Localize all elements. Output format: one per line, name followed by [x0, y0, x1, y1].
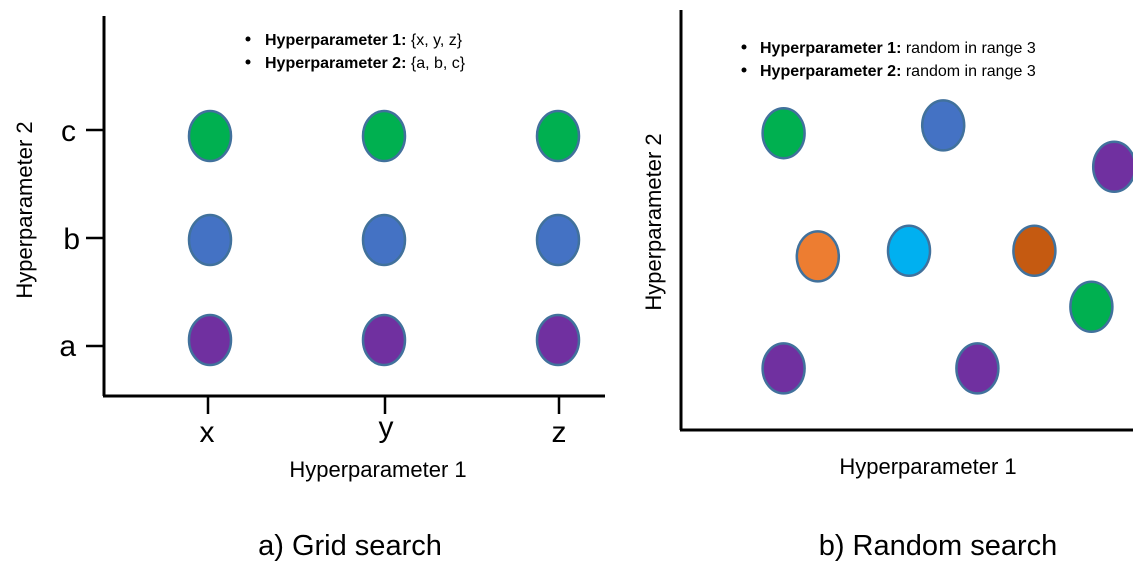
grid-y-tick-label-c: c — [61, 115, 76, 148]
grid-legend-item-2: Hyperparameter 2: {a, b, c} — [265, 55, 466, 72]
random-legend-item-1-value: random in range 3 — [901, 40, 1035, 57]
grid-search-caption: a) Grid search — [258, 530, 442, 562]
grid-x-tick-label-z: z — [552, 416, 567, 449]
grid-point-z-a — [535, 313, 581, 367]
grid-legend: Hyperparameter 1: {x, y, z} Hyperparamet… — [245, 32, 466, 72]
grid-y-axis-label: Hyperparameter 2 — [12, 121, 37, 298]
grid-point-z-b — [535, 213, 581, 267]
random-points — [761, 99, 1133, 395]
grid-point-x-c — [187, 109, 233, 163]
grid-legend-bullet-2 — [245, 59, 251, 65]
grid-x-tick-label-y: y — [379, 411, 394, 444]
random-search-caption: b) Random search — [819, 530, 1058, 562]
random-point-4 — [795, 230, 841, 283]
grid-legend-item-2-value: {a, b, c} — [406, 55, 465, 72]
random-legend-bullet-2 — [741, 67, 747, 73]
random-point-5 — [886, 224, 932, 278]
random-legend-item-1-key: Hyperparameter 1: — [760, 40, 901, 57]
grid-point-y-b — [361, 213, 407, 267]
grid-legend-item-1-value: {x, y, z} — [406, 32, 462, 49]
random-point-3 — [1091, 140, 1133, 194]
random-point-1 — [761, 106, 806, 160]
grid-search-panel: c b a x y z Hyperparameter 1 Hyperparame… — [12, 16, 605, 562]
grid-point-z-c — [535, 109, 581, 163]
grid-point-y-a — [361, 313, 407, 367]
grid-legend-item-1: Hyperparameter 1: {x, y, z} — [265, 32, 463, 49]
grid-legend-item-2-key: Hyperparameter 2: — [265, 55, 406, 72]
random-legend: Hyperparameter 1: random in range 3 Hype… — [741, 40, 1036, 80]
grid-point-y-c — [361, 109, 407, 163]
grid-x-tick-label-x: x — [200, 416, 215, 449]
random-y-axis-label: Hyperparameter 2 — [641, 133, 666, 310]
random-point-2 — [920, 99, 966, 152]
random-point-8 — [761, 342, 806, 395]
grid-points — [187, 109, 581, 367]
random-legend-item-2: Hyperparameter 2: random in range 3 — [760, 63, 1036, 80]
random-search-panel: Hyperparameter 1 Hyperparameter 2 Hyperp… — [641, 10, 1133, 562]
random-point-9 — [955, 342, 1000, 395]
grid-point-x-b — [187, 213, 233, 267]
random-x-axis-label: Hyperparameter 1 — [839, 454, 1016, 479]
grid-y-tick-label-a: a — [59, 330, 76, 363]
grid-y-tick-label-b: b — [63, 223, 80, 256]
random-point-6 — [1012, 224, 1057, 278]
grid-legend-item-1-key: Hyperparameter 1: — [265, 32, 406, 49]
random-legend-bullet-1 — [741, 44, 747, 50]
grid-legend-bullet-1 — [245, 36, 251, 42]
random-point-7 — [1069, 280, 1114, 334]
random-legend-item-1: Hyperparameter 1: random in range 3 — [760, 40, 1036, 57]
grid-x-axis-label: Hyperparameter 1 — [289, 457, 466, 482]
random-legend-item-2-value: random in range 3 — [901, 63, 1035, 80]
grid-point-x-a — [187, 313, 233, 367]
random-legend-item-2-key: Hyperparameter 2: — [760, 63, 901, 80]
